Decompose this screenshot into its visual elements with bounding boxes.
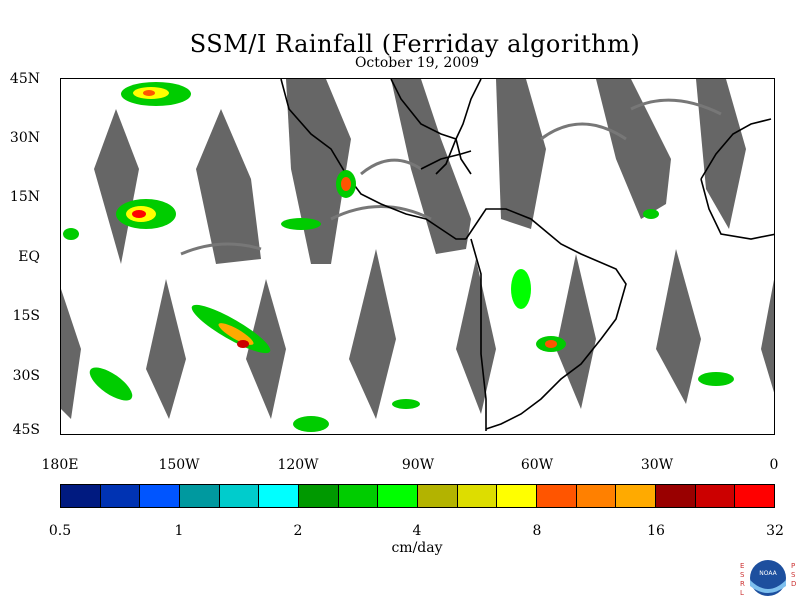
lat-label-30s: 30S [12, 368, 40, 384]
colorbar-swatch-13 [576, 485, 617, 507]
lon-label-180e: 180E [41, 457, 79, 473]
colorbar-swatch-5 [259, 485, 300, 507]
colorbar-swatch-6 [299, 485, 339, 507]
rainfall-map [60, 78, 775, 435]
colorbar-swatch-1 [100, 485, 141, 507]
colorbar-swatch-7 [338, 485, 379, 507]
lon-label-120w: 120W [277, 457, 319, 473]
rain-cells [63, 82, 734, 432]
orbit-arcs [180, 98, 722, 256]
lon-label-150w: 150W [158, 457, 200, 473]
map-title: SSM/I Rainfall (Ferriday algorithm) [189, 30, 641, 58]
swath-gaps [61, 79, 774, 419]
colorbar-swatch-8 [378, 485, 419, 507]
map-canvas [61, 79, 774, 432]
coastlines [280, 79, 774, 431]
colorbar-swatch-17 [735, 485, 775, 507]
colorbar-swatch-11 [497, 485, 538, 507]
colorbar-label-0-5: 0.5 [48, 523, 72, 539]
lat-label-45n: 45N [9, 71, 40, 87]
colorbar-label-8: 8 [532, 523, 542, 539]
colorbar-swatch-16 [695, 485, 736, 507]
colorbar-swatch-12 [537, 485, 577, 507]
lat-label-eq: EQ [18, 249, 40, 265]
colorbar [60, 484, 775, 508]
lon-label-0: 0 [769, 457, 779, 473]
colorbar-swatch-15 [656, 485, 696, 507]
lon-label-60w: 60W [520, 457, 554, 473]
colorbar-swatch-0 [61, 485, 101, 507]
lat-label-15n: 15N [9, 189, 40, 205]
colorbar-swatch-9 [418, 485, 458, 507]
lat-label-30n: 30N [9, 130, 40, 146]
colorbar-label-2: 2 [293, 523, 303, 539]
colorbar-units: cm/day [391, 540, 443, 556]
colorbar-swatch-2 [140, 485, 181, 507]
colorbar-label-16: 16 [647, 523, 665, 539]
map-date: October 19, 2009 [354, 55, 480, 71]
lon-label-30w: 30W [640, 457, 674, 473]
lat-label-45s: 45S [12, 422, 40, 438]
colorbar-swatch-3 [180, 485, 220, 507]
colorbar-label-32: 32 [766, 523, 784, 539]
colorbar-label-1: 1 [174, 523, 184, 539]
colorbar-swatch-10 [457, 485, 498, 507]
lon-label-90w: 90W [401, 457, 435, 473]
colorbar-label-4: 4 [412, 523, 422, 539]
lat-label-15s: 15S [12, 308, 40, 324]
colorbar-swatch-14 [616, 485, 657, 507]
colorbar-swatch-4 [219, 485, 260, 507]
logo-center-text: NOAA [759, 570, 777, 577]
